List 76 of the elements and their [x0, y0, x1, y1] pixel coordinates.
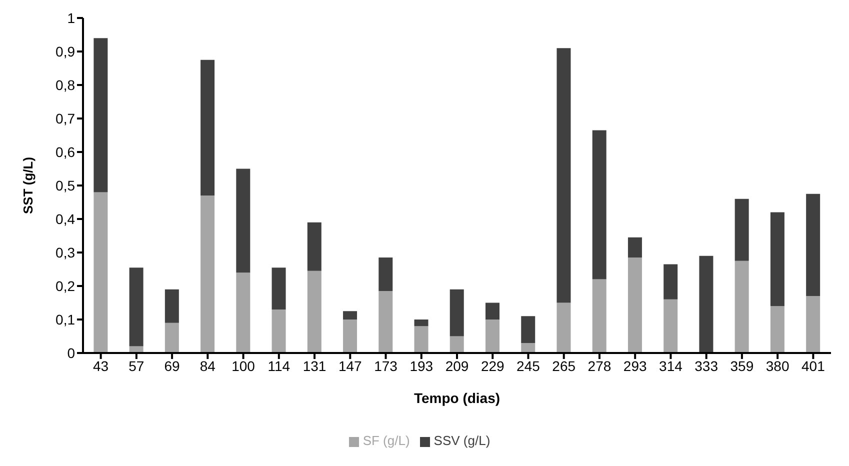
- bar: [521, 316, 536, 343]
- x-tick-label: 401: [802, 358, 826, 374]
- bar: [556, 48, 571, 303]
- bar: [307, 270, 322, 353]
- bar: [664, 264, 678, 300]
- bar: [664, 299, 678, 353]
- bar: [699, 256, 714, 353]
- bar: [94, 38, 108, 192]
- x-tick-label: 380: [766, 358, 790, 374]
- bar: [485, 302, 500, 320]
- bar: [556, 302, 571, 353]
- bar: [200, 196, 215, 353]
- x-tick-label: 293: [623, 358, 647, 374]
- bar: [414, 320, 428, 326]
- bar: [806, 296, 820, 353]
- bar: [129, 268, 144, 346]
- y-tick-label: 0,3: [56, 244, 76, 260]
- bar: [450, 336, 464, 353]
- bar: [450, 289, 464, 336]
- bar: [806, 194, 820, 296]
- x-tick-label: 147: [338, 358, 362, 374]
- bar: [307, 222, 322, 271]
- bar: [734, 198, 749, 261]
- x-tick-label: 359: [730, 358, 754, 374]
- y-tick-label: 0,2: [56, 278, 76, 294]
- x-tick-label: 333: [694, 358, 718, 374]
- y-tick-label: 0,7: [56, 110, 76, 126]
- x-tick-label: 314: [659, 358, 683, 374]
- bar: [378, 258, 393, 292]
- bar: [592, 279, 606, 353]
- bar: [770, 212, 784, 306]
- bar: [770, 306, 784, 353]
- x-tick-label: 278: [588, 358, 612, 374]
- y-tick-label: 0,8: [56, 76, 76, 93]
- x-tick-label: 265: [552, 358, 576, 374]
- x-axis-title: Tempo (dias): [414, 390, 500, 406]
- y-tick-label: 1: [67, 10, 76, 26]
- y-tick-label: 0,9: [56, 43, 76, 60]
- bar: [414, 326, 428, 353]
- y-tick-label: 0,5: [56, 177, 76, 194]
- bar: [628, 237, 642, 258]
- x-tick-label: 69: [164, 358, 180, 374]
- x-tick-label: 84: [200, 358, 216, 374]
- bar: [343, 311, 358, 320]
- x-tick-label: 100: [232, 358, 256, 374]
- bar: [200, 60, 215, 196]
- legend-label: SSV (g/L): [434, 433, 490, 448]
- bar: [236, 272, 250, 353]
- bar: [236, 168, 250, 273]
- x-tick-label: 173: [374, 358, 398, 374]
- x-tick-label: 209: [445, 358, 469, 374]
- y-axis-title: SST (g/L): [20, 156, 36, 214]
- y-tick-label: 0: [67, 344, 76, 361]
- y-tick-label: 0,6: [56, 144, 76, 160]
- bar: [521, 342, 536, 353]
- bar: [485, 320, 500, 353]
- bar: [378, 291, 393, 353]
- bar: [734, 260, 749, 353]
- bar: [164, 322, 179, 353]
- bar: [592, 130, 606, 280]
- bar: [94, 192, 108, 353]
- x-tick-label: 43: [93, 358, 109, 374]
- y-tick-label: 0,1: [56, 311, 76, 328]
- bar: [272, 309, 286, 353]
- x-tick-label: 57: [128, 358, 144, 374]
- bar: [272, 268, 286, 310]
- x-tick-label: 229: [480, 358, 505, 374]
- bar: [164, 289, 179, 323]
- bar: [628, 258, 642, 353]
- x-tick-label: 131: [302, 358, 326, 374]
- bar: [343, 320, 358, 353]
- x-tick-label: 245: [516, 358, 540, 374]
- x-tick-label: 114: [268, 358, 290, 374]
- y-tick-label: 0,4: [56, 210, 76, 227]
- x-tick-label: 193: [410, 358, 434, 374]
- legend-label: SF (g/L): [362, 433, 410, 448]
